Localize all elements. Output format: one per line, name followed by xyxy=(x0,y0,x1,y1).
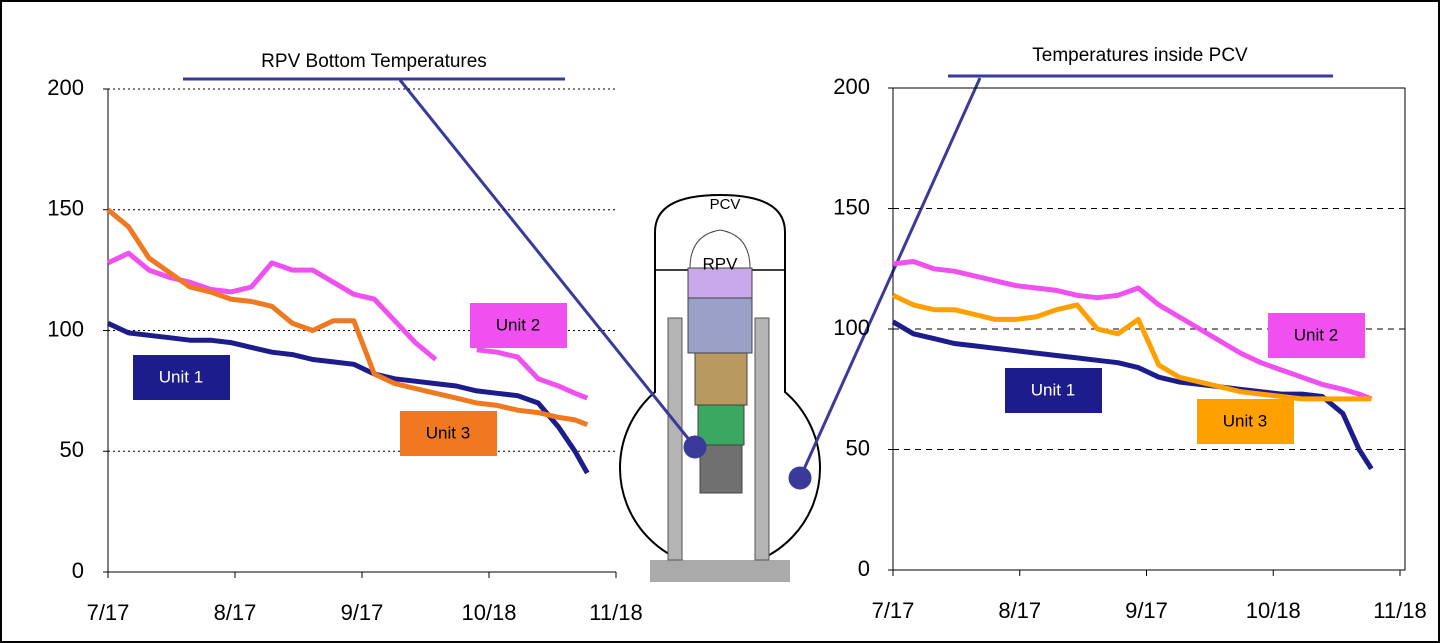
x-tick-label: 11/18 xyxy=(1373,598,1426,623)
x-tick-label: 8/17 xyxy=(998,598,1041,623)
legend-label: Unit 2 xyxy=(496,315,540,334)
series-line xyxy=(106,250,589,401)
legend-label: Unit 2 xyxy=(1294,325,1338,344)
legend-box xyxy=(470,303,567,348)
x-tick-label: 9/17 xyxy=(1125,598,1168,623)
chart-title: Temperatures inside PCV xyxy=(1032,45,1248,66)
callouts xyxy=(183,74,1333,490)
legend-box xyxy=(400,411,497,456)
series-line xyxy=(106,207,589,428)
x-tick-label: 8/17 xyxy=(214,600,257,625)
y-tick-label: 200 xyxy=(47,75,84,100)
x-tick-label: 7/17 xyxy=(87,600,130,625)
x-tick-label: 10/18 xyxy=(461,600,516,625)
y-tick-label: 100 xyxy=(833,315,870,340)
x-tick-label: 11/18 xyxy=(589,600,642,625)
legend-box xyxy=(133,355,230,400)
y-tick-label: 0 xyxy=(72,558,84,583)
y-tick-label: 0 xyxy=(858,556,870,581)
reactor-diagram: PCV RPV xyxy=(619,193,821,582)
legend-label: Unit 3 xyxy=(426,423,470,442)
y-tick-label: 150 xyxy=(833,194,870,219)
pcv-label: PCV xyxy=(710,196,741,213)
legend-label: Unit 3 xyxy=(1223,411,1267,430)
legend-box xyxy=(1005,368,1102,413)
chart-title: RPV Bottom Temperatures xyxy=(261,51,487,72)
legend-label: Unit 1 xyxy=(159,367,203,386)
series-line xyxy=(106,321,590,475)
legend-box xyxy=(1268,313,1365,358)
y-tick-label: 150 xyxy=(47,196,84,221)
y-tick-label: 50 xyxy=(60,437,84,462)
series-line xyxy=(891,293,1372,402)
legend-box xyxy=(1197,399,1294,444)
series-line xyxy=(891,319,1374,471)
x-tick-label: 7/17 xyxy=(872,598,915,623)
x-tick-label: 9/17 xyxy=(341,600,384,625)
series-line xyxy=(892,259,1373,402)
x-tick-label: 10/18 xyxy=(1246,598,1301,623)
y-tick-label: 50 xyxy=(846,435,870,460)
rpv-label: RPV xyxy=(703,254,739,273)
legend-label: Unit 1 xyxy=(1031,380,1075,399)
y-tick-label: 100 xyxy=(47,316,84,341)
y-tick-label: 200 xyxy=(833,74,870,99)
